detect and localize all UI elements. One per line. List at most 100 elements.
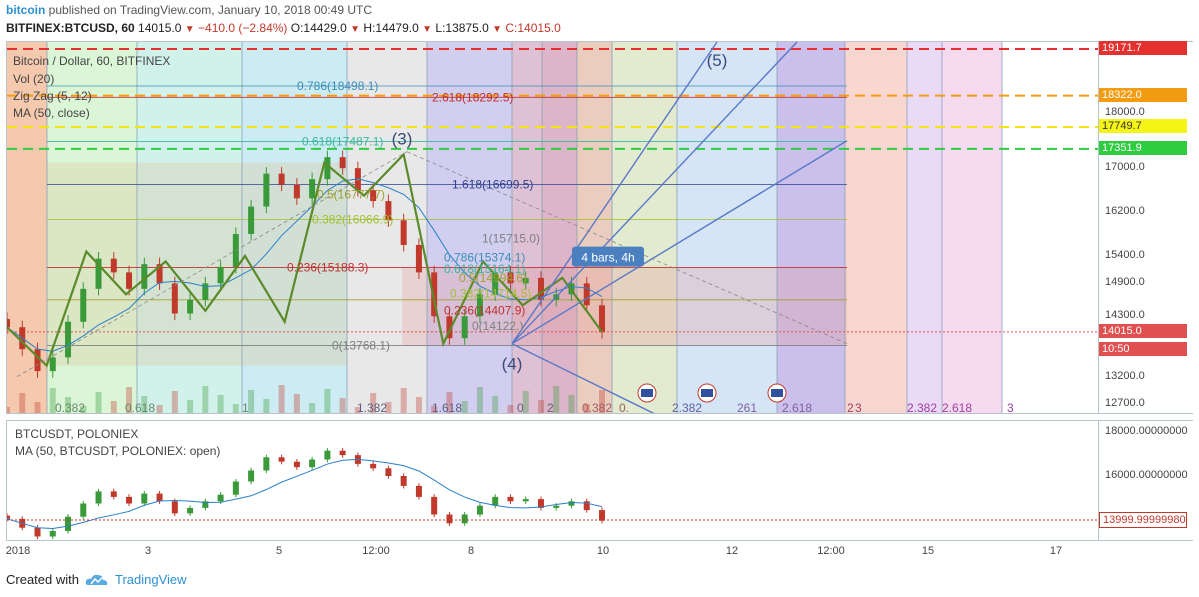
fib-time-zone-band (542, 42, 577, 413)
fib-time-label: 0.382 (582, 401, 612, 414)
fib-level-label: 1(15715.0) (482, 232, 540, 246)
event-flag-icon (637, 383, 657, 403)
fib-time-zone-band (347, 42, 427, 413)
fib-level-label: 0.382(16066.9) (312, 212, 393, 226)
author-link[interactable]: bitcoin (6, 3, 46, 17)
fib-level-label: 0.618(15164.1) (444, 262, 525, 276)
volume-bar (187, 400, 194, 413)
sub-candle-body (415, 485, 422, 497)
fib-time-label: 3 (1007, 401, 1014, 414)
candle-body (339, 157, 346, 169)
candle-body (80, 288, 87, 322)
sub-candle-body (370, 463, 377, 469)
candle-body (171, 283, 178, 314)
fib-level-label: 0.786(18498.1) (297, 79, 378, 93)
fib-level-label: 0.5(14994.6) (459, 271, 527, 285)
volume-bar (415, 397, 422, 413)
candle-body (202, 283, 209, 300)
fib-level-label: 0.382(14714.5) (450, 287, 531, 301)
volume-bar (522, 391, 529, 413)
sub-candle-body (400, 476, 407, 486)
sub-candle-body (187, 507, 194, 514)
down-arrow-icon: ▼ (422, 24, 433, 35)
volume-bar (95, 392, 102, 413)
price-tick: 18000.0 (1105, 106, 1145, 119)
candle-body (293, 184, 300, 199)
volume-bar (19, 393, 26, 413)
volume-bar (141, 396, 148, 413)
fib-time-zone-band (777, 42, 845, 413)
time-tick: 15 (921, 545, 935, 557)
projection-line (511, 140, 848, 345)
fib-time-label: 261 (737, 401, 757, 414)
time-tick: 17 (1049, 545, 1063, 557)
publish-info: published on TradingView.com, January 10… (48, 3, 372, 17)
fib-time-label: 0.618 (125, 401, 155, 414)
volume-bar (339, 398, 346, 413)
sub-candle-body (278, 457, 285, 462)
tradingview-link[interactable]: TradingView (114, 572, 187, 587)
sub-candle-body (507, 496, 514, 502)
fib-level-label: 0(14122.) (472, 319, 523, 333)
fib-level-label: 0.5(16777.7) (317, 187, 385, 201)
fib-level-label: 0.236(15188.3) (287, 261, 368, 275)
time-axis[interactable]: 2018 3 5 12:00 8 10 12 12:00 15 17 (6, 541, 1099, 563)
fib-time-zone-band (242, 42, 347, 413)
volume-bar (126, 387, 133, 413)
candle-body (492, 272, 499, 295)
fib-time-label: 2.618 (942, 401, 972, 414)
fib-time-zone-band (427, 42, 512, 413)
sub-legend-title: BTCUSDT, POLONIEX (15, 427, 139, 441)
event-flag-icon (697, 383, 717, 403)
time-tick: 12 (725, 545, 739, 557)
sub-candle-body (263, 457, 270, 471)
ma-line (7, 178, 603, 352)
time-tick: 8 (467, 545, 475, 557)
candle-body (522, 277, 529, 284)
volume-bar (34, 402, 41, 413)
sub-price-tick: 18000.00000000 (1105, 425, 1188, 437)
zigzag-line (7, 152, 603, 368)
sub-candle-body (80, 503, 87, 517)
candle-body (187, 299, 194, 314)
time-tick: 12:00 (817, 545, 845, 557)
volume-bar (309, 403, 316, 413)
symbol-header: BITFINEX:BTCUSD, 60 14015.0 ▼ −410.0 (−2… (6, 21, 561, 35)
publish-header: bitcoin published on TradingView.com, Ja… (6, 3, 372, 17)
sub-candle-body (126, 496, 133, 504)
main-legend-title: Bitcoin / Dollar, 60, BITFINEX (13, 54, 171, 68)
sub-legend-ma: MA (50, BTCUSDT, POLONIEX: open) (15, 444, 221, 458)
main-price-axis[interactable]: 18000.0 17000.0 16200.0 15400.0 14900.0 14300… (1099, 41, 1193, 414)
fib-level-label: 0.618(17487.1) (302, 134, 383, 148)
candle-body (156, 264, 163, 284)
sub-candle-body (324, 450, 331, 460)
candle-body (446, 316, 453, 339)
main-chart-svg: (3) (4) (5) 0.786(18498.1) 2.618(18292.5) 0.6… (7, 42, 1098, 414)
measure-tooltip-text: 4 bars, 4h (581, 251, 634, 265)
legend-vol: Vol (20) (13, 72, 55, 86)
sub-price-axis[interactable]: 18000.00000000 16000.00000000 13999.999999… (1099, 420, 1193, 541)
time-tick: 2018 (5, 545, 31, 557)
trend-channel-line (16, 151, 408, 377)
fib-time-zone-band (677, 42, 777, 413)
ohlc-high: H:14479.0 (363, 21, 419, 35)
volume-bar (156, 405, 163, 413)
sub-candle-body (599, 510, 605, 521)
fib-time-label: 1 (242, 401, 249, 414)
candle-body (583, 283, 590, 306)
candle-body (370, 190, 377, 202)
sub-candle-body (476, 505, 483, 515)
fib-time-label: 0.382 (55, 401, 85, 414)
volume-bar (537, 400, 544, 413)
fib-time-label: 2 (847, 401, 854, 414)
main-chart-pane[interactable]: (3) (4) (5) 0.786(18498.1) 2.618(18292.5) 0.6… (6, 41, 1099, 414)
sub-candle-body (232, 481, 239, 495)
volume-bar (446, 392, 453, 413)
candle-body (278, 173, 285, 185)
price-label: 14015.0 (1099, 323, 1187, 338)
fib-time-label: 0 (517, 401, 524, 414)
sub-chart-pane[interactable]: BTCUSDT, POLONIEX MA (50, BTCUSDT, POLON… (6, 420, 1099, 541)
event-flag-icon (771, 389, 783, 397)
candle-body (34, 349, 41, 372)
candle-body (431, 272, 438, 317)
